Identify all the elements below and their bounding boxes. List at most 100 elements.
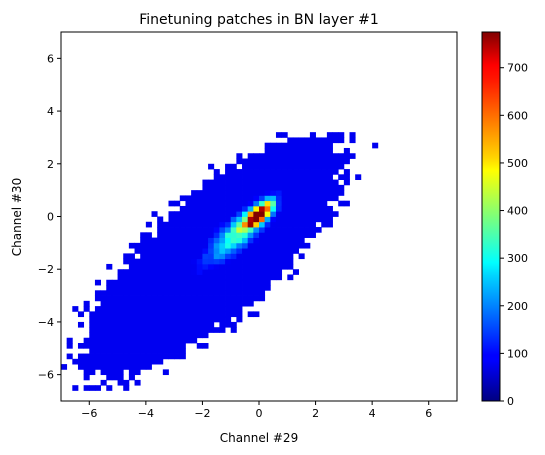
heatmap-cell xyxy=(242,285,248,291)
heatmap-cell xyxy=(163,280,169,286)
heatmap-cell xyxy=(214,327,220,333)
heatmap-cell xyxy=(168,269,174,275)
heatmap-cell xyxy=(231,164,237,170)
heatmap-cell xyxy=(287,195,293,201)
heatmap-cell xyxy=(163,243,169,249)
heatmap-cell xyxy=(225,301,231,307)
heatmap-cell xyxy=(276,243,282,249)
heatmap-cell xyxy=(197,238,203,244)
heatmap-cell xyxy=(219,243,225,249)
heatmap-cell xyxy=(123,332,129,338)
heatmap-cell xyxy=(106,369,112,375)
heatmap-cell xyxy=(157,274,163,280)
heatmap-cell xyxy=(270,227,276,233)
heatmap-cell xyxy=(338,201,344,207)
heatmap-cell xyxy=(225,248,231,254)
heatmap-cell xyxy=(219,211,225,217)
heatmap-cell xyxy=(112,317,118,323)
heatmap-cell xyxy=(72,385,78,391)
heatmap-cell xyxy=(214,195,220,201)
heatmap-cell xyxy=(95,385,101,391)
colorbar-tick-label: 600 xyxy=(507,109,528,122)
heatmap-cell xyxy=(135,343,141,349)
heatmap-cell xyxy=(231,280,237,286)
heatmap-cell xyxy=(316,143,322,149)
heatmap-cell xyxy=(231,169,237,175)
heatmap-cell xyxy=(236,238,242,244)
heatmap-cell xyxy=(304,227,310,233)
heatmap-cell xyxy=(146,274,152,280)
heatmap-cell xyxy=(344,169,350,175)
heatmap-cell xyxy=(146,248,152,254)
heatmap-cell xyxy=(118,317,124,323)
heatmap-cell xyxy=(180,285,186,291)
heatmap-cell xyxy=(338,174,344,180)
heatmap-cell xyxy=(163,232,169,238)
heatmap-cell xyxy=(157,248,163,254)
heatmap-cell xyxy=(95,306,101,312)
heatmap-cell xyxy=(140,338,146,344)
heatmap-cell xyxy=(163,301,169,307)
heatmap-cell xyxy=(219,280,225,286)
heatmap-cell xyxy=(242,290,248,296)
heatmap-cell xyxy=(129,338,135,344)
heatmap-cell xyxy=(236,264,242,270)
heatmap-cell xyxy=(163,327,169,333)
heatmap-cell xyxy=(112,369,118,375)
heatmap-cell xyxy=(293,269,299,275)
heatmap-cell xyxy=(157,332,163,338)
heatmap-cell xyxy=(168,354,174,360)
heatmap-cell xyxy=(185,206,191,212)
heatmap-cell xyxy=(152,306,158,312)
heatmap-cell xyxy=(180,327,186,333)
heatmap-cell xyxy=(236,301,242,307)
heatmap-cell xyxy=(282,206,288,212)
heatmap-cell xyxy=(293,153,299,159)
heatmap-cell xyxy=(242,169,248,175)
heatmap-cell xyxy=(236,217,242,223)
heatmap-cell xyxy=(276,222,282,228)
heatmap-cell xyxy=(231,206,237,212)
heatmap-cell xyxy=(282,190,288,196)
heatmap-cell xyxy=(180,238,186,244)
heatmap-cell xyxy=(316,227,322,233)
heatmap-cell xyxy=(152,332,158,338)
heatmap-cell xyxy=(248,253,254,259)
heatmap-cell xyxy=(225,195,231,201)
heatmap-cell xyxy=(310,180,316,186)
heatmap-cell xyxy=(89,348,95,354)
heatmap-cell xyxy=(282,248,288,254)
x-tick-label: 0 xyxy=(256,407,263,420)
x-tick-label: −2 xyxy=(194,407,210,420)
heatmap-cell xyxy=(236,269,242,275)
heatmap-cell xyxy=(231,285,237,291)
heatmap-cell xyxy=(135,274,141,280)
heatmap-cell xyxy=(270,148,276,154)
heatmap-cell xyxy=(219,327,225,333)
heatmap-cell xyxy=(95,311,101,317)
heatmap-cell xyxy=(197,232,203,238)
heatmap-cell xyxy=(174,248,180,254)
heatmap-cell xyxy=(276,132,282,138)
heatmap-cell xyxy=(185,217,191,223)
heatmap-cell xyxy=(163,248,169,254)
heatmap-cell xyxy=(191,217,197,223)
heatmap-cell xyxy=(327,159,333,165)
heatmap-cell xyxy=(168,248,174,254)
heatmap-cell xyxy=(202,274,208,280)
heatmap-cell xyxy=(310,169,316,175)
heatmap-cell xyxy=(304,232,310,238)
heatmap-cell xyxy=(89,327,95,333)
heatmap-cell xyxy=(191,248,197,254)
heatmap-cell xyxy=(299,164,305,170)
heatmap-cell xyxy=(304,143,310,149)
heatmap-cell xyxy=(259,159,265,165)
heatmap-cell xyxy=(265,195,271,201)
heatmap-cell xyxy=(180,222,186,228)
heatmap-cell xyxy=(310,185,316,191)
heatmap-cell xyxy=(321,143,327,149)
heatmap-cell xyxy=(265,153,271,159)
heatmap-cell xyxy=(106,343,112,349)
heatmap-cell xyxy=(89,354,95,360)
heatmap-cell xyxy=(84,375,90,381)
